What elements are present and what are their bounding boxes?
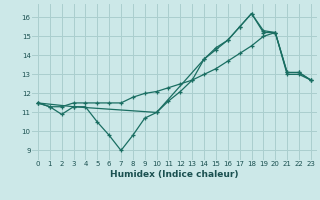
X-axis label: Humidex (Indice chaleur): Humidex (Indice chaleur) [110, 170, 239, 179]
